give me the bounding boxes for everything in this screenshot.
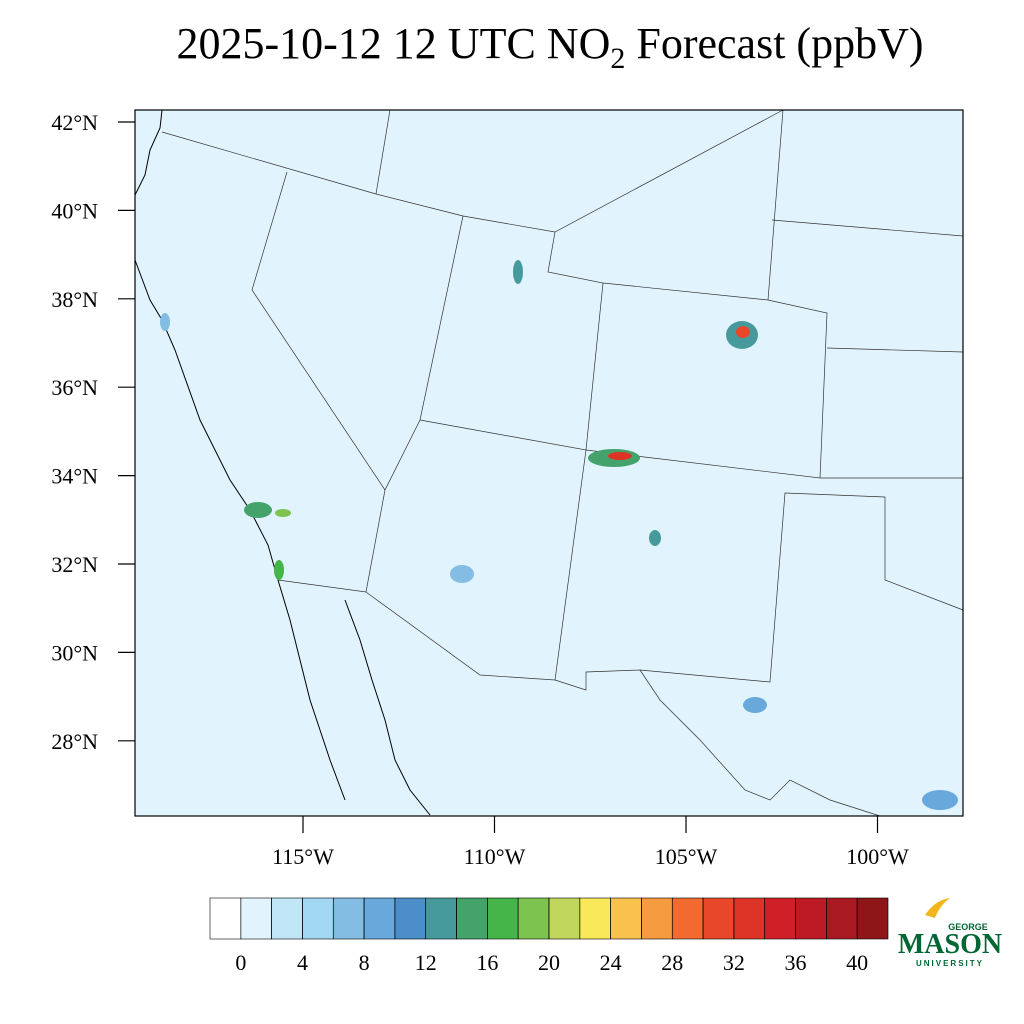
map-background [135,110,963,816]
colorbar-tick-label: 0 [235,950,246,975]
lat-label: 32°N [51,552,98,577]
title-subscript: 2 [610,42,625,75]
colorbar-box [764,897,796,940]
state-border [161,109,964,817]
lat-label: 38°N [51,287,98,312]
colorbar-box [517,897,550,940]
colorbar-tick-label: 12 [415,950,437,975]
lon-label: 100°W [846,844,909,869]
plume [274,560,284,580]
lat-label: 40°N [51,198,98,223]
colorbar-box [487,897,519,940]
plume [450,565,474,583]
logo-main: MASON [898,929,1002,960]
colorbar-box [240,897,272,940]
colorbar-tick-label: 16 [476,950,498,975]
logo: GEORGE MASON UNIVERSITY [898,898,1002,968]
colorbar-box [579,897,611,940]
plume [736,326,750,338]
map-frame [134,109,964,817]
lon-label: 110°W [464,844,526,869]
colorbar-box [302,897,334,940]
colorbar-tick-label: 20 [538,950,560,975]
colorbar-tick-label: 32 [723,950,745,975]
lat-label: 28°N [51,729,98,754]
colorbar-box [425,897,457,940]
logo-flame [925,898,950,918]
colorbar-box [394,897,427,940]
colorbar-tick-label: 24 [600,950,622,975]
lon-label: 105°W [655,844,718,869]
plume [244,502,272,518]
plume [649,530,661,546]
colorbar-box [641,897,673,940]
colorbar: 0 4 8 12 16 20 24 28 32 36 40 [209,897,889,975]
map: 42°N 40°N 38°N 36°N 34°N 32°N 30°N 28°N 115°W 110… [51,109,964,869]
lat-label: 42°N [51,110,98,135]
colorbar-tick-label: 36 [785,950,807,975]
logo-top: GEORGE [948,922,988,932]
lat-label: 34°N [51,464,98,489]
title-text: 2025-10-12 12 UTC NO [177,19,611,68]
colorbar-tick-label: 4 [297,950,308,975]
colorbar-box [271,897,303,940]
colorbar-tick-label: 40 [846,950,868,975]
colorbar-box [856,897,889,940]
plume [922,790,958,810]
colorbar-box [332,897,365,940]
plume [608,452,632,460]
colorbar-box [826,897,858,940]
colorbar-tick-label: 28 [661,950,683,975]
colorbar-box [702,897,735,940]
lat-label: 30°N [51,640,98,665]
plume [275,509,291,517]
lon-label: 115°W [272,844,334,869]
colorbar-box [733,897,766,940]
logo-bottom: UNIVERSITY [916,959,984,968]
colorbar-box [456,897,488,940]
colorbar-box [671,897,704,940]
colorbar-box [548,897,581,940]
colorbar-box [363,897,396,940]
colorbar-box [209,897,242,940]
lat-label: 36°N [51,375,98,400]
colorbar-box [795,897,827,940]
title: 2025-10-12 12 UTC NO2 Forecast (ppbV) [177,19,924,75]
colorbar-box [610,897,642,940]
plume [160,313,170,331]
title-text: Forecast (ppbV) [625,19,923,68]
colorbar-tick-label: 8 [359,950,370,975]
plume [743,697,767,713]
plume [513,260,523,284]
